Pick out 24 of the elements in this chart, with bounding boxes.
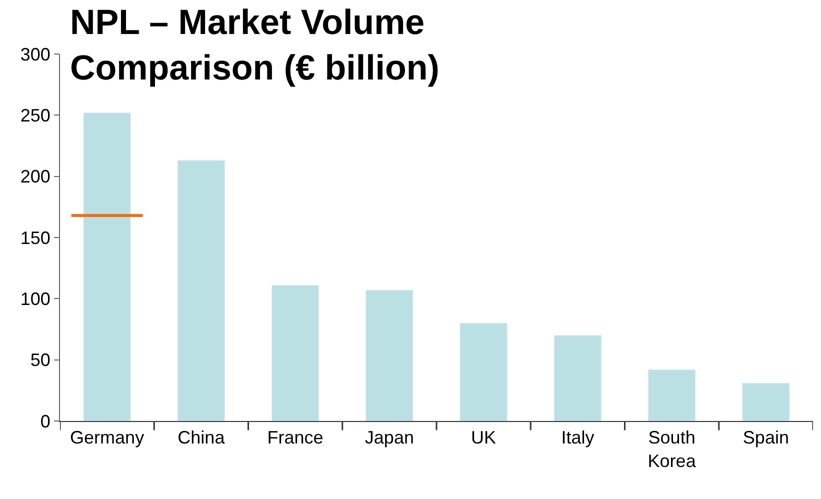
x-tick-label: Italy [561, 428, 594, 448]
x-tick-label: Germany [70, 428, 144, 448]
bar [272, 284, 320, 421]
x-tick-label: Japan [364, 428, 414, 448]
y-tick-label: 50 [30, 350, 50, 370]
y-tick-label: 200 [20, 166, 50, 187]
x-tick-label: France [267, 428, 324, 448]
y-tick-label: 250 [20, 105, 50, 126]
bar [177, 160, 225, 421]
x-tick-label: South Korea [648, 428, 697, 471]
bar [742, 382, 790, 421]
bar [648, 369, 696, 421]
bar [554, 335, 602, 421]
x-tick-label: Spain [742, 428, 789, 448]
bar [460, 322, 508, 421]
y-tick-label: 0 [40, 411, 50, 432]
bar [83, 112, 131, 421]
y-tick-label: 300 [20, 44, 50, 64]
x-tick-label: China [178, 428, 226, 448]
y-tick-label: 150 [20, 228, 50, 248]
chart-title: NPL – Market Volume Comparison (€ billion) [70, 3, 440, 88]
bar [366, 290, 414, 421]
x-tick-label: UK [471, 428, 496, 448]
y-tick-label: 100 [20, 288, 50, 309]
